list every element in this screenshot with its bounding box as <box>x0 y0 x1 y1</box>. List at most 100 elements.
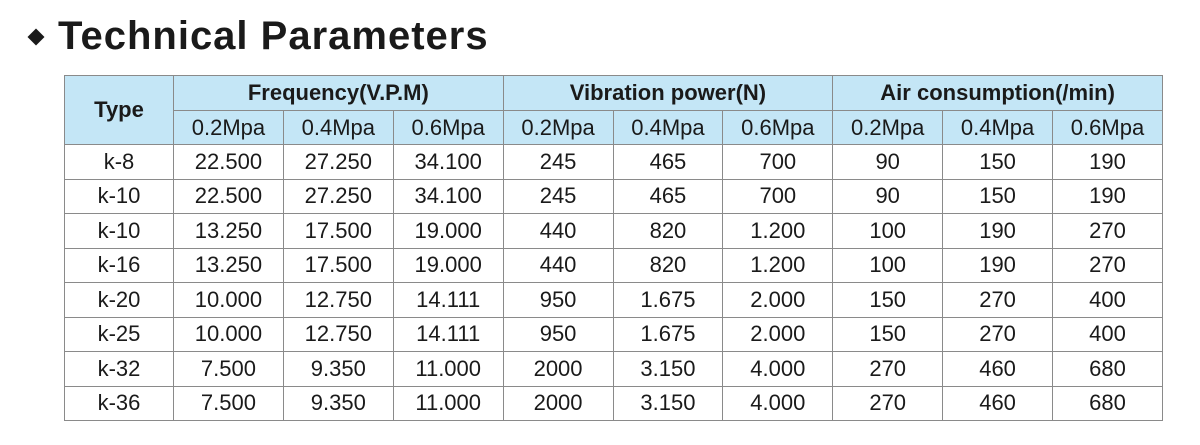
value-cell: 2.000 <box>722 316 834 352</box>
value-cell: 150 <box>832 282 944 318</box>
value-cell: 1.675 <box>612 316 724 352</box>
type-cell: k-8 <box>64 144 174 180</box>
type-cell: k-20 <box>64 282 174 318</box>
value-cell: 190 <box>1052 178 1163 214</box>
group-header: Air consumption(/min) <box>832 75 1163 111</box>
value-cell: 150 <box>942 144 1053 180</box>
value-cell: 400 <box>1052 316 1163 352</box>
value-cell: 10.000 <box>173 316 284 352</box>
type-cell: k-10 <box>64 178 174 214</box>
subheader: 0.6Mpa <box>1052 110 1163 145</box>
parameter-table: Type Frequency(V.P.M) Vibration power(N) Ai… <box>64 75 1163 421</box>
data-row: k-8 22.500 27.250 34.100 245 465 700 90 150 190 <box>64 144 1163 180</box>
value-cell: 27.250 <box>282 144 394 180</box>
value-cell: 90 <box>832 144 944 180</box>
value-cell: 11.000 <box>392 385 504 421</box>
data-row: k-25 10.000 12.750 14.111 950 1.675 2.000 150 27… <box>64 316 1163 352</box>
value-cell: 150 <box>942 178 1053 214</box>
type-cell: k-10 <box>64 213 174 249</box>
value-cell: 3.150 <box>612 351 724 387</box>
value-cell: 680 <box>1052 351 1163 387</box>
value-cell: 820 <box>612 247 724 283</box>
value-cell: 17.500 <box>282 213 394 249</box>
value-cell: 190 <box>942 247 1053 283</box>
bullet <box>27 28 45 45</box>
type-cell: k-32 <box>64 351 174 387</box>
value-cell: 3.150 <box>612 385 724 421</box>
subheader: 0.4Mpa <box>282 110 394 145</box>
value-cell: 11.000 <box>392 351 504 387</box>
data-row: k-20 10.000 12.750 14.111 950 1.675 2.000 150 27… <box>64 282 1163 318</box>
value-cell: 245 <box>502 178 614 214</box>
value-cell: 700 <box>722 144 834 180</box>
subheader: 0.2Mpa <box>832 110 944 145</box>
value-cell: 7.500 <box>173 351 284 387</box>
value-cell: 22.500 <box>173 144 284 180</box>
value-cell: 270 <box>942 316 1053 352</box>
value-cell: 2000 <box>502 385 614 421</box>
title-bar: Technical Parameters <box>27 14 489 59</box>
value-cell: 19.000 <box>392 247 504 283</box>
header-row: Type Frequency(V.P.M) Vibration power(N) Ai… <box>64 75 1163 145</box>
type-cell: k-25 <box>64 316 174 352</box>
value-cell: 1.200 <box>722 213 834 249</box>
value-cell: 270 <box>1052 213 1163 249</box>
value-cell: 460 <box>942 385 1053 421</box>
value-cell: 34.100 <box>392 144 504 180</box>
value-cell: 100 <box>832 247 944 283</box>
value-cell: 190 <box>1052 144 1163 180</box>
value-cell: 12.750 <box>282 316 394 352</box>
type-cell: k-16 <box>64 247 174 283</box>
value-cell: 700 <box>722 178 834 214</box>
subheader: 0.2Mpa <box>173 110 284 145</box>
group-header: Frequency(V.P.M) <box>173 75 504 111</box>
value-cell: 27.250 <box>282 178 394 214</box>
value-cell: 1.200 <box>722 247 834 283</box>
value-cell: 2.000 <box>722 282 834 318</box>
data-row: k-36 7.500 9.350 11.000 2000 3.150 4.000 270 460… <box>64 385 1163 421</box>
value-cell: 9.350 <box>282 351 394 387</box>
value-cell: 4.000 <box>722 351 834 387</box>
subheader: 0.6Mpa <box>722 110 834 145</box>
title: Technical Parameters <box>58 14 489 58</box>
value-cell: 34.100 <box>392 178 504 214</box>
value-cell: 2000 <box>502 351 614 387</box>
group-header: Vibration power(N) <box>502 75 834 111</box>
subheader: 0.4Mpa <box>942 110 1053 145</box>
value-cell: 17.500 <box>282 247 394 283</box>
value-cell: 14.111 <box>392 316 504 352</box>
value-cell: 820 <box>612 213 724 249</box>
value-cell: 950 <box>502 316 614 352</box>
value-cell: 10.000 <box>173 282 284 318</box>
value-cell: 400 <box>1052 282 1163 318</box>
value-cell: 150 <box>832 316 944 352</box>
value-cell: 90 <box>832 178 944 214</box>
value-cell: 465 <box>612 144 724 180</box>
value-cell: 270 <box>832 351 944 387</box>
value-cell: 190 <box>942 213 1053 249</box>
value-cell: 100 <box>832 213 944 249</box>
value-cell: 22.500 <box>173 178 284 214</box>
value-cell: 270 <box>832 385 944 421</box>
value-cell: 13.250 <box>173 247 284 283</box>
value-cell: 440 <box>502 213 614 249</box>
value-cell: 4.000 <box>722 385 834 421</box>
value-cell: 950 <box>502 282 614 318</box>
type-header: Type <box>64 75 174 145</box>
value-cell: 14.111 <box>392 282 504 318</box>
data-row: k-10 13.250 17.500 19.000 440 820 1.200 100 190 2… <box>64 213 1163 249</box>
data-row: k-10 22.500 27.250 34.100 245 465 700 90 150 190 <box>64 178 1163 214</box>
value-cell: 12.750 <box>282 282 394 318</box>
subheader: 0.4Mpa <box>612 110 724 145</box>
value-cell: 19.000 <box>392 213 504 249</box>
value-cell: 465 <box>612 178 724 214</box>
value-cell: 270 <box>942 282 1053 318</box>
type-cell: k-36 <box>64 385 174 421</box>
value-cell: 270 <box>1052 247 1163 283</box>
data-row: k-32 7.500 9.350 11.000 2000 3.150 4.000 270 460… <box>64 351 1163 387</box>
value-cell: 680 <box>1052 385 1163 421</box>
value-cell: 7.500 <box>173 385 284 421</box>
value-cell: 245 <box>502 144 614 180</box>
subheader: 0.2Mpa <box>502 110 614 145</box>
